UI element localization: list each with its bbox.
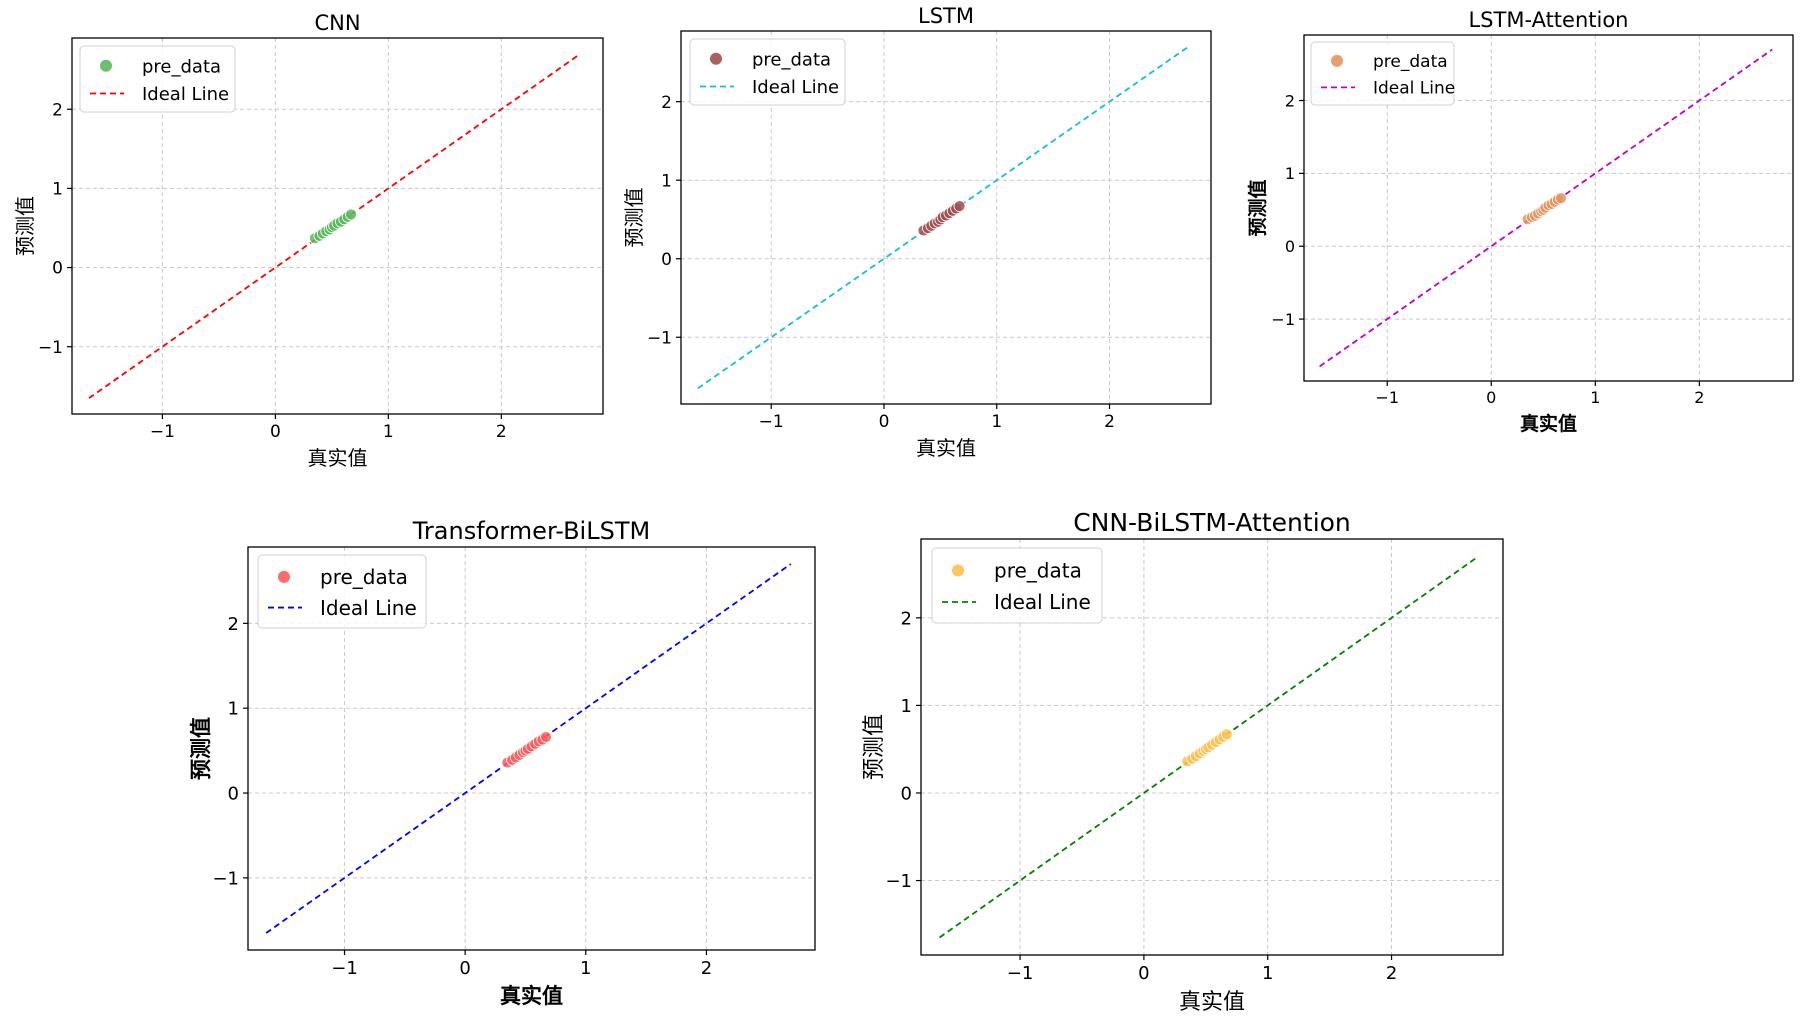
legend-box (79, 45, 236, 113)
chart-title: LSTM-Attention (1468, 8, 1628, 32)
x-tick-label: −1 (759, 412, 784, 432)
axes-frame (680, 30, 1212, 405)
x-axis-label: 真实值 (1520, 412, 1577, 435)
chart-title: CNN-BiLSTM-Attention (1073, 508, 1351, 537)
y-tick-label: 1 (228, 699, 239, 720)
y-tick-label: 0 (901, 783, 912, 804)
y-axis-label: 预测值 (862, 714, 887, 780)
legend-label-pre-data: pre_data (1373, 52, 1448, 72)
x-axis-label: 真实值 (916, 436, 976, 460)
x-tick-label: 1 (991, 412, 1002, 432)
y-tick-label: −1 (647, 328, 672, 348)
chart-title: Transformer-BiLSTM (412, 517, 650, 545)
y-tick-label: −1 (1271, 310, 1295, 329)
x-tick-label: 0 (459, 958, 470, 979)
x-tick-label: −1 (1375, 388, 1399, 407)
x-tick-label: 1 (580, 958, 591, 979)
subplot-1: −1 0 1 2 −1 0 1 2 LSTM 真实值 预测值 pre_data Ideal Line (622, 4, 1212, 460)
axes-frame (247, 546, 816, 951)
legend-marker-pre-data (952, 564, 964, 577)
subplot-0: −1 0 1 2 −1 0 1 2 CNN 真实值 预测值 pre_data Ideal Line (13, 11, 604, 470)
x-tick-label: 2 (1694, 388, 1704, 407)
x-axis-label: 真实值 (1179, 990, 1245, 1015)
legend-label-pre-data: pre_data (752, 49, 831, 70)
legend-marker-pre-data (100, 59, 112, 72)
scatter-point (1555, 192, 1567, 205)
subplot-4: −1 0 1 2 −1 0 1 2 CNN-BiLSTM-Attention 真实值 预测值 pre_… (862, 508, 1504, 1015)
legend-box (931, 547, 1103, 624)
x-tick-label: 0 (879, 412, 890, 432)
y-tick-label: 0 (228, 784, 239, 805)
y-axis-label: 预测值 (13, 196, 37, 256)
y-tick-label: 1 (1285, 164, 1295, 183)
legend-label-ideal-line: Ideal Line (142, 84, 229, 105)
y-axis-label: 预测值 (1246, 179, 1269, 236)
axes-frame (1303, 34, 1794, 382)
x-tick-label: 2 (701, 958, 712, 979)
scatter-point (1220, 728, 1233, 741)
x-tick-label: 0 (270, 422, 281, 442)
y-tick-label: 0 (52, 259, 63, 279)
legend-box (257, 554, 427, 629)
x-axis-label: 真实值 (308, 446, 368, 470)
y-tick-label: 2 (228, 614, 239, 635)
y-tick-label: 2 (52, 100, 63, 120)
legend-marker-pre-data (278, 570, 290, 583)
chart-title: LSTM (918, 4, 974, 28)
y-tick-label: 0 (661, 250, 672, 270)
y-axis-label: 预测值 (622, 188, 646, 248)
axes-frame (71, 37, 604, 415)
ideal-line (1319, 48, 1773, 368)
scatter-point (953, 200, 966, 213)
y-tick-label: 2 (1285, 91, 1295, 110)
x-tick-label: −1 (150, 422, 175, 442)
y-tick-label: −1 (212, 868, 239, 889)
x-tick-label: 2 (496, 422, 507, 442)
legend-box (1310, 41, 1455, 106)
y-tick-label: 2 (901, 608, 912, 629)
x-tick-label: 2 (1386, 963, 1397, 984)
legend-label-ideal-line: Ideal Line (994, 590, 1091, 614)
x-tick-label: −1 (331, 958, 358, 979)
axes-frame (920, 538, 1504, 956)
chart-title: CNN (314, 11, 360, 35)
y-tick-label: 0 (1285, 237, 1295, 256)
y-tick-label: 1 (661, 171, 672, 191)
x-tick-label: 1 (1590, 388, 1600, 407)
x-tick-label: 0 (1486, 388, 1496, 407)
x-tick-label: 1 (383, 422, 394, 442)
x-axis-label: 真实值 (500, 984, 563, 1008)
legend-label-pre-data: pre_data (320, 565, 408, 589)
y-tick-label: 2 (661, 93, 672, 113)
subplot-2: −1 0 1 2 −1 0 1 2 LSTM-Attention 真实值 预测值 pre_data Id… (1246, 8, 1794, 435)
legend-label-pre-data: pre_data (142, 56, 221, 77)
scatter-point (345, 208, 357, 221)
x-tick-label: 0 (1138, 963, 1149, 984)
y-tick-label: −1 (885, 871, 912, 892)
legend-box (689, 38, 846, 106)
x-tick-label: −1 (1007, 963, 1034, 984)
legend-label-pre-data: pre_data (994, 559, 1082, 583)
x-tick-label: 2 (1104, 412, 1115, 432)
y-tick-label: 1 (52, 180, 63, 200)
legend-marker-pre-data (710, 52, 722, 65)
legend-label-ideal-line: Ideal Line (1373, 78, 1455, 98)
legend-label-ideal-line: Ideal Line (320, 596, 417, 620)
scatter-point (540, 731, 552, 743)
y-tick-label: −1 (38, 338, 63, 358)
x-tick-label: 1 (1262, 963, 1273, 984)
y-axis-label: 预测值 (189, 717, 213, 780)
legend-marker-pre-data (1331, 54, 1343, 67)
subplot-3: −1 0 1 2 −1 0 1 2 Transformer-BiLSTM 真实值 预测值 pre_da… (189, 517, 816, 1008)
legend-label-ideal-line: Ideal Line (752, 77, 839, 98)
y-tick-label: 1 (901, 696, 912, 717)
